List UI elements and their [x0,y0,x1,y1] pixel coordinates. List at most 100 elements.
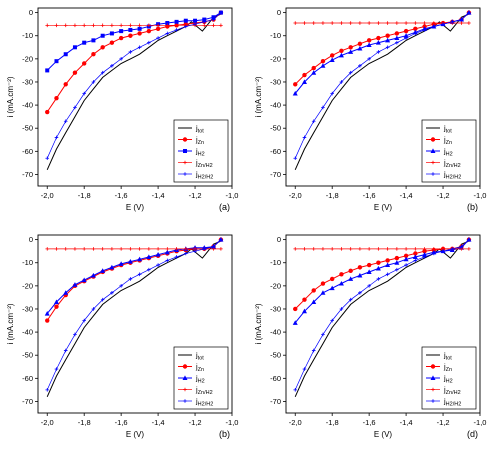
legend-entry-name: j [195,362,198,371]
data-point [358,247,362,251]
data-point [202,17,207,22]
data-point [293,247,298,251]
x-tick-label: -1,0 [474,418,487,427]
data-point [54,59,59,64]
data-point [63,82,68,87]
data-point [311,119,316,124]
legend-swatch-marker [430,364,436,369]
data-point [82,40,87,45]
y-tick-label: 0 [29,235,33,244]
data-point [128,23,133,28]
series-line [46,239,224,398]
plot-frame [37,7,233,187]
panel-label: (d) [467,429,478,439]
data-point [137,45,142,50]
legend-swatch-marker [431,387,435,392]
data-point [422,248,427,254]
data-point [293,21,298,25]
data-point [329,57,335,63]
data-point [330,21,334,25]
data-point [394,255,400,261]
data-point [311,247,316,251]
data-point [348,70,353,75]
data-point [422,247,427,251]
data-point [376,50,381,54]
data-point [73,105,77,110]
data-point [174,19,179,24]
data-point [45,318,50,323]
y-tick-label: -60 [270,147,281,156]
data-point [128,247,133,251]
legend-entry: jZn [443,362,452,373]
data-point [82,318,86,323]
data-point [321,332,325,337]
data-point [118,35,124,41]
data-point [73,247,77,251]
data-point [73,332,77,337]
data-point [73,23,77,28]
series-zn-h2 [293,21,471,25]
data-point [45,68,50,73]
legend-swatch-marker [430,137,436,142]
legend-entry-name: j [443,397,446,406]
legend-swatch-marker [183,172,187,176]
data-point [366,42,372,47]
data-point [358,21,362,25]
data-point [119,57,123,61]
data-point [211,15,216,20]
data-point [320,63,326,68]
y-tick-label: -40 [270,101,281,110]
data-point [118,261,124,266]
y-tick-label: -10 [22,258,33,267]
legend-entry-name: j [195,135,198,144]
data-point [301,308,307,314]
data-point [219,10,223,15]
data-point [358,290,362,295]
legend-entry-name: j [443,374,446,383]
y-tick-label: -30 [270,77,281,86]
series-h2 [45,10,223,73]
series-zn-h2 [45,23,223,28]
legend-entry-sub: H2/H2 [198,175,214,181]
legend-entry-name: j [195,170,198,179]
y-tick-label: -10 [22,31,33,40]
data-point [302,247,307,251]
data-point [81,277,87,283]
data-point [91,247,96,251]
data-point [109,264,115,270]
data-point [72,282,78,287]
data-point [395,21,399,25]
data-point [91,52,96,57]
data-point [184,24,188,29]
data-point [404,263,408,267]
data-point [137,256,143,262]
legend-entry-name: j [443,158,446,167]
legend-entry: jH2/H2 [195,397,213,408]
y-tick-label: -20 [22,281,33,290]
data-point [339,80,344,84]
data-point [348,247,353,251]
data-point [376,260,381,265]
legend-swatch-marker [182,375,188,380]
data-point [45,23,50,28]
data-point [375,265,381,271]
data-point [330,318,334,323]
series-h2-h2 [293,237,471,392]
data-point [385,33,390,38]
data-point [109,31,114,36]
x-tick-label: -2,0 [41,418,54,427]
data-point [165,23,170,28]
data-point [219,237,223,242]
y-tick-label: -60 [22,374,33,383]
y-tick-label: -50 [22,351,33,360]
data-point [404,21,408,25]
data-point [100,268,106,273]
series-tot [46,239,224,398]
data-point [450,20,455,24]
data-point [467,10,471,15]
data-point [293,82,298,87]
data-point [82,247,86,251]
legend-entry: jH2 [195,147,205,158]
data-point [467,237,471,242]
